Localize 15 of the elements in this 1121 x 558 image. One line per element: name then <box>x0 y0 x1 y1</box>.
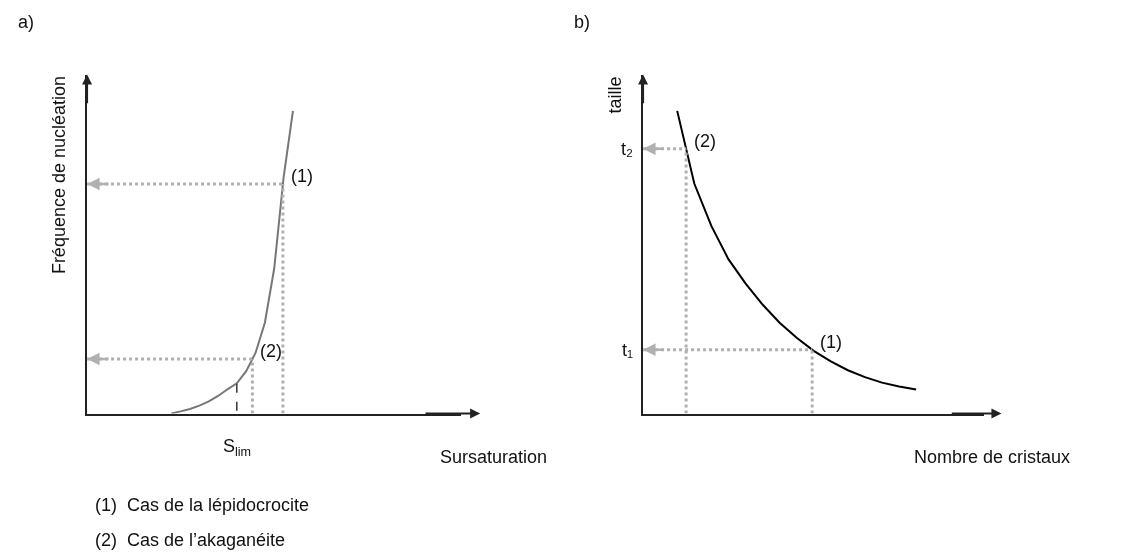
x-axis-title: Nombre de cristaux <box>914 447 1071 467</box>
annotation: (2) <box>694 131 716 151</box>
chart-title: a) <box>18 12 35 32</box>
text: (2) Cas de l’akaganéite <box>95 530 286 550</box>
text: (1) Cas de la lépidocrocite <box>95 495 310 515</box>
annotation: (1) <box>291 166 313 186</box>
ref-line-label: t₂ <box>621 139 633 159</box>
ref-line-label: t₁ <box>622 340 634 360</box>
x-axis-title: Sursaturation <box>440 447 548 467</box>
annotation: S$_{lim}$ <box>223 436 252 459</box>
y-axis-title: taille <box>604 76 625 114</box>
annotation: (2) <box>260 341 282 361</box>
annotation: (1) <box>820 332 842 352</box>
chart-title: b) <box>574 12 591 32</box>
y-axis-title: Fréquence de nucléation <box>49 75 69 275</box>
